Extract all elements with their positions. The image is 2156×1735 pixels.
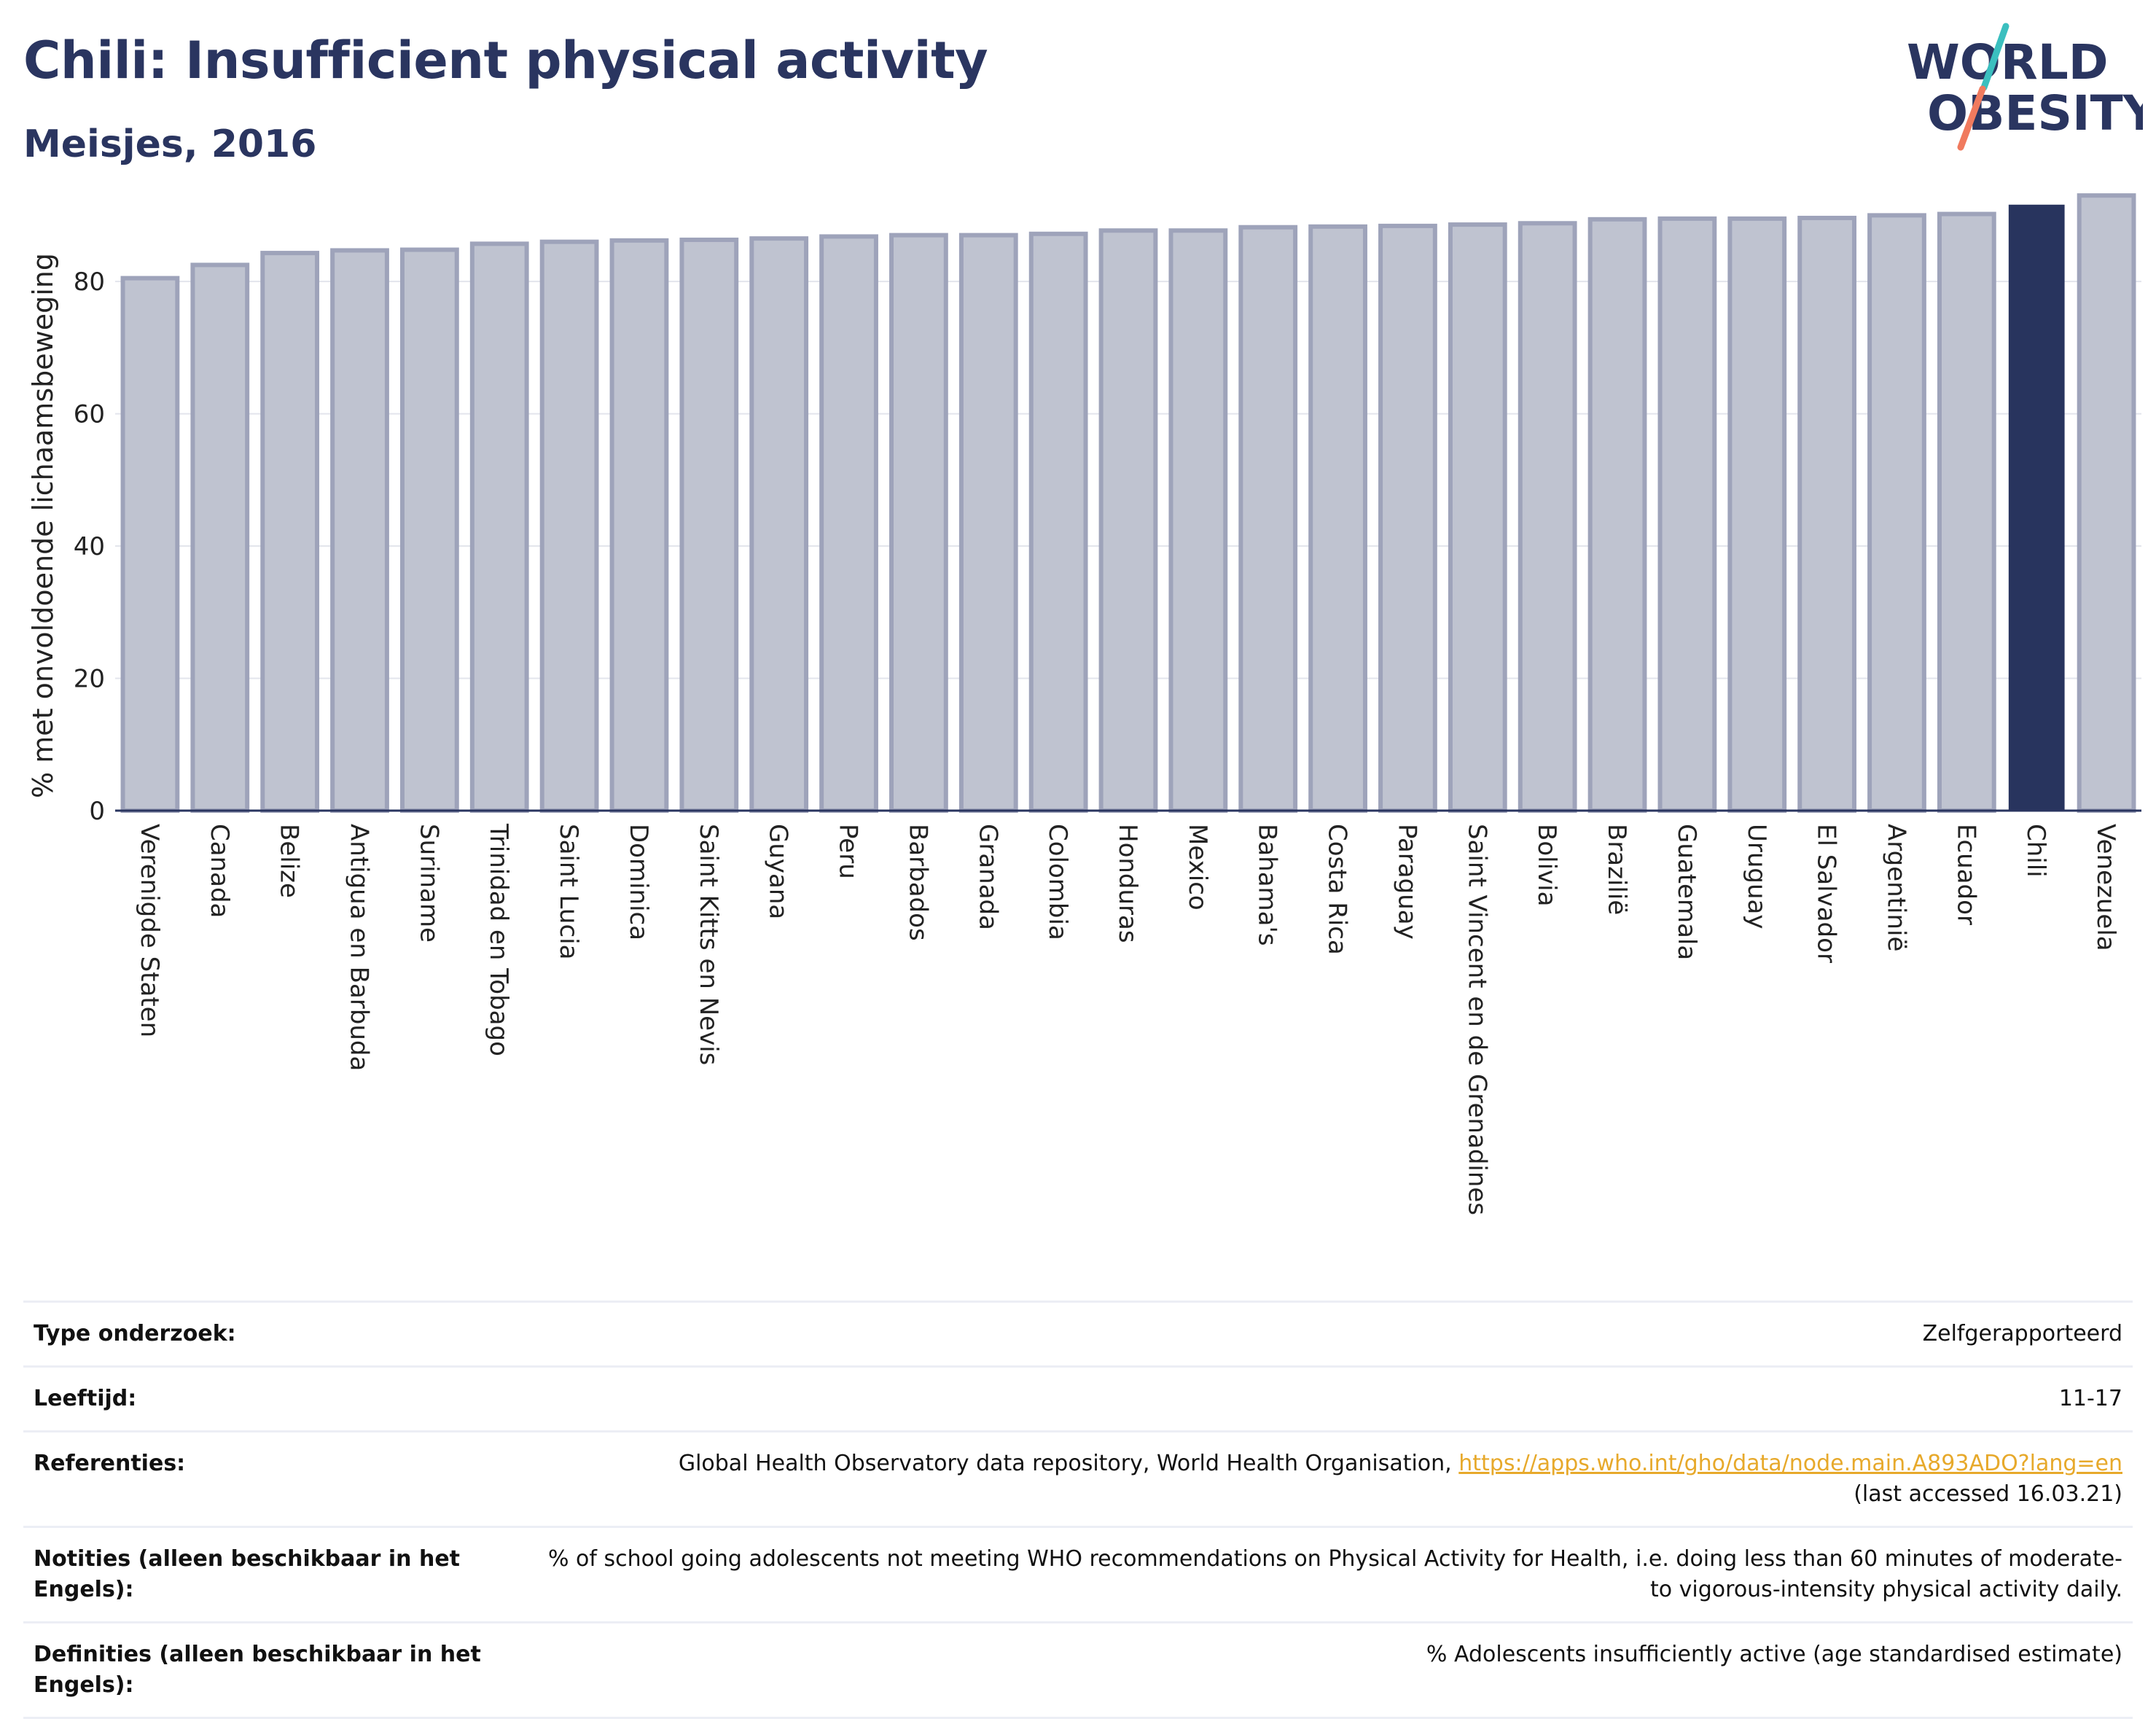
x-tick-label: Guyana: [764, 824, 793, 919]
references-label: Referenties:: [34, 1451, 186, 1476]
type-value: Zelfgerapporteerd: [1922, 1321, 2122, 1346]
x-tick-label: Verenigde Staten: [135, 824, 164, 1037]
bar-venezuela: [2077, 193, 2136, 814]
bar-dominica: [609, 238, 669, 813]
y-tick-label: 80: [74, 268, 105, 297]
references-value: Global Health Observatory data repositor…: [510, 1432, 2133, 1527]
x-tick-label: Saint Kitts en Nevis: [694, 824, 723, 1065]
x-tick-label: Bolivia: [1532, 824, 1561, 906]
bar-brazili-: [1587, 217, 1647, 813]
bar-trinidad-en-tobago: [469, 241, 529, 813]
bar-uruguay: [1727, 216, 1787, 813]
x-tick-label: Saint Vincent en de Grenadines: [1462, 824, 1491, 1215]
logo-slash-teal: [1980, 23, 2009, 91]
x-tick-label: Venezuela: [2091, 824, 2120, 951]
x-tick-label: Belize: [275, 824, 304, 898]
bar-suriname: [399, 247, 459, 813]
x-tick-label: Barbados: [903, 824, 932, 941]
reference-link[interactable]: https://apps.who.int/gho/data/node.main.…: [1458, 1451, 2122, 1476]
bar-bolivia: [1518, 221, 1577, 813]
x-tick-label: Honduras: [1113, 824, 1142, 943]
bar-argentini-: [1867, 213, 1926, 813]
bar-mexico: [1168, 228, 1228, 813]
bar-chart: 0 20 40 60 80 % met onvoldoende lichaamsbeweg…: [27, 193, 2141, 1215]
x-tick-label: Argentinië: [1881, 824, 1910, 951]
x-tick-label: Colombia: [1043, 824, 1072, 940]
x-tick-label: Paraguay: [1392, 824, 1421, 940]
x-tick-label: Uruguay: [1742, 824, 1771, 929]
definitions-value: % Adolescents insufficiently active (age…: [1426, 1642, 2122, 1667]
info-row-type: Type onderzoek: Zelfgerapporteerd: [23, 1301, 2133, 1367]
info-row-definitions: Definities (alleen beschikbaar in het En…: [23, 1622, 2133, 1718]
y-tick-label: 40: [74, 532, 105, 561]
info-row-references: Referenties: Global Health Observatory d…: [23, 1431, 2133, 1527]
bar-barbados: [889, 233, 948, 813]
bar-paraguay: [1378, 223, 1437, 814]
info-row-notes: Notities (alleen beschikbaar in het Enge…: [23, 1527, 2133, 1623]
definitions-label: Definities (alleen beschikbaar in het En…: [34, 1642, 481, 1698]
bar-granada: [958, 233, 1018, 813]
y-axis-label: % met onvoldoende lichaamsbeweging: [27, 253, 59, 798]
logo-text-world: WORLD: [1907, 34, 2109, 90]
x-tick-label: Peru: [834, 824, 863, 879]
bar-guatemala: [1657, 216, 1717, 813]
x-tick-label: Canada: [205, 824, 234, 918]
y-tick-label: 20: [74, 665, 105, 694]
world-obesity-logo: WORLD OBESITY: [1907, 23, 2143, 151]
bar-saint-vincent-en-de-grenadines: [1448, 222, 1507, 813]
x-tick-label: Antigua en Barbuda: [345, 824, 374, 1071]
reference-accessed: (last accessed 16.03.21): [1854, 1481, 2122, 1507]
reference-text: Global Health Observatory data repositor…: [678, 1451, 1452, 1476]
type-label: Type onderzoek:: [34, 1321, 236, 1346]
info-row-age: Leeftijd: 11-17: [23, 1366, 2133, 1432]
x-tick-label: Granada: [973, 824, 1002, 930]
bar-peru: [819, 234, 878, 813]
x-tick-label: Brazilië: [1602, 824, 1631, 915]
bar-guyana: [749, 236, 809, 813]
bar-bahama-s: [1238, 225, 1298, 813]
x-tick-label: Trinidad en Tobago: [484, 823, 513, 1056]
bar-saint-kitts-en-nevis: [679, 237, 739, 813]
age-value: 11-17: [2058, 1386, 2122, 1411]
chart-subtitle: Meisjes, 2016: [23, 122, 317, 166]
x-tick-label: Bahama's: [1253, 824, 1282, 946]
bar-saint-lucia: [539, 239, 599, 813]
bar-honduras: [1098, 228, 1158, 813]
logo-slash-coral: [1957, 85, 1986, 151]
x-tick-label: Mexico: [1183, 824, 1212, 911]
notes-value: % of school going adolescents not meetin…: [547, 1546, 2122, 1602]
bar-costa-rica: [1308, 224, 1367, 813]
bar-canada: [190, 262, 250, 813]
bar-el-salvador: [1797, 215, 1857, 813]
y-tick-label: 60: [74, 400, 105, 429]
x-tick-label: Dominica: [624, 824, 653, 940]
x-tick-label: Costa Rica: [1323, 824, 1352, 955]
bar-colombia: [1028, 231, 1088, 814]
bar-chili: [2008, 204, 2065, 812]
age-label: Leeftijd:: [34, 1386, 137, 1411]
bar-belize: [260, 251, 320, 813]
x-tick-label: Guatemala: [1672, 824, 1701, 960]
bar-ecuador: [1937, 211, 1996, 813]
x-tick-label: Saint Lucia: [554, 824, 583, 959]
x-tick-label: El Salvador: [1812, 824, 1841, 963]
chart-title: Chili: Insufficient physical activity: [23, 31, 988, 90]
x-tick-label: Chili: [2021, 824, 2050, 878]
notes-label: Notities (alleen beschikbaar in het Enge…: [34, 1546, 461, 1602]
info-table: Type onderzoek: Zelfgerapporteerd Leefti…: [23, 1301, 2133, 1719]
bar-antigua-en-barbuda: [330, 248, 389, 814]
x-tick-label: Suriname: [414, 824, 443, 943]
x-tick-label: Ecuador: [1951, 824, 1980, 925]
bar-verenigde-staten: [120, 276, 180, 813]
y-tick-label: 0: [89, 797, 105, 826]
